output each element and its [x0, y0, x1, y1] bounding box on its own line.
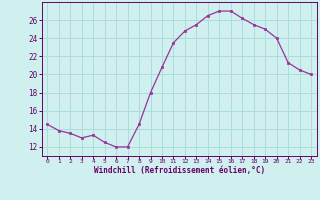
X-axis label: Windchill (Refroidissement éolien,°C): Windchill (Refroidissement éolien,°C)	[94, 166, 265, 175]
